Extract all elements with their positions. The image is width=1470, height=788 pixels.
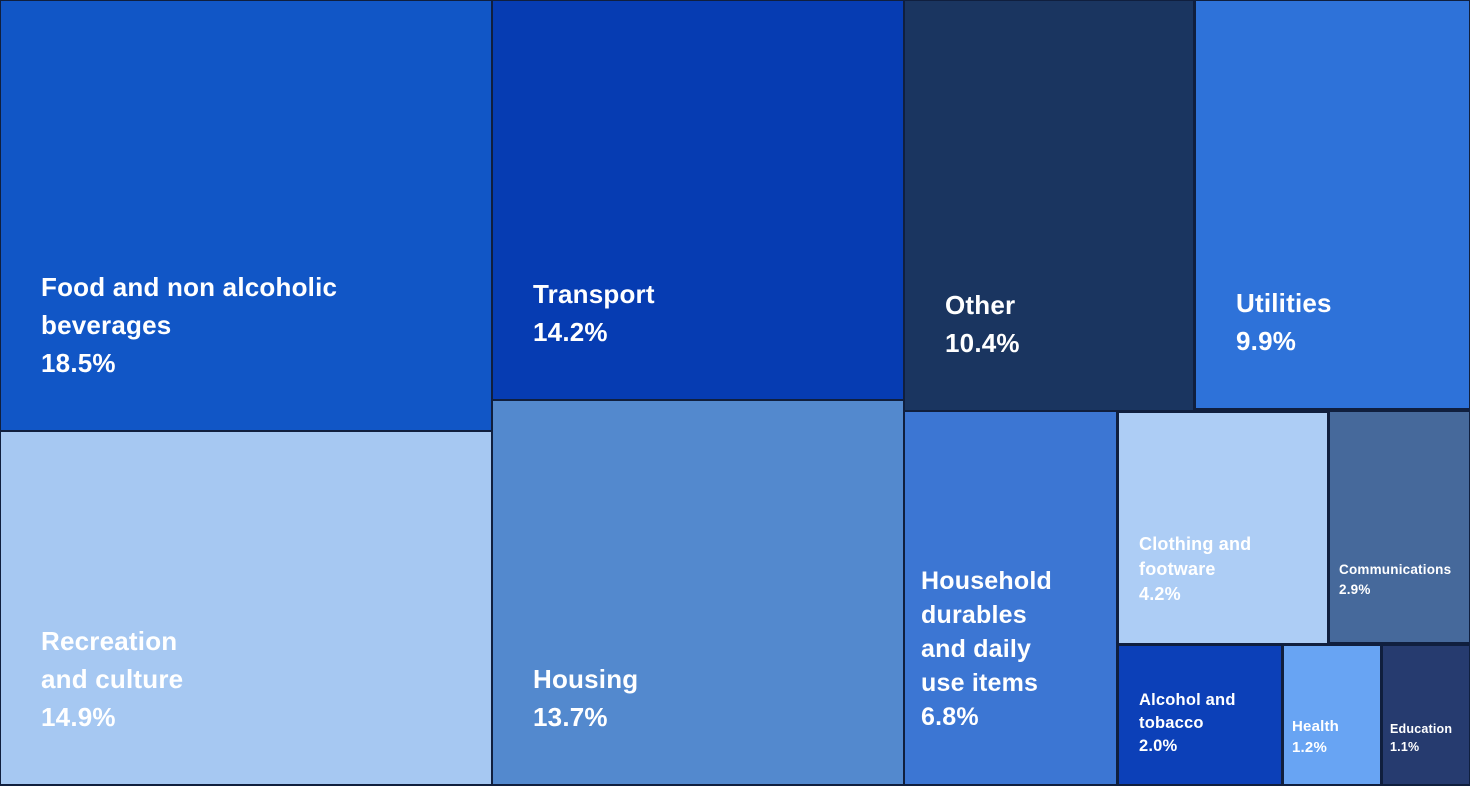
cell-label: Health 1.2% bbox=[1292, 716, 1339, 758]
cell-label-line: Housing bbox=[533, 664, 639, 694]
cell-label-line: Other bbox=[945, 290, 1016, 320]
treemap-cell-food-and-non-alcoholic-beverages[interactable]: Food and non alcoholic beverages 18.5% bbox=[1, 1, 491, 430]
cell-label-line: Food and non alcoholic bbox=[41, 272, 338, 302]
cell-value: 9.9% bbox=[1236, 326, 1297, 356]
cell-label: Utilities 9.9% bbox=[1236, 284, 1332, 360]
cell-label-line: beverages bbox=[41, 310, 172, 340]
cell-label: Transport 14.2% bbox=[533, 275, 655, 351]
treemap-cell-communications[interactable]: Communications 2.9% bbox=[1330, 412, 1469, 642]
cell-label-line: Communications bbox=[1339, 562, 1452, 577]
cell-label-line: tobacco bbox=[1139, 714, 1204, 732]
treemap-cell-transport[interactable]: Transport 14.2% bbox=[493, 1, 903, 399]
treemap-cell-recreation-and-culture[interactable]: Recreation and culture 14.9% bbox=[1, 432, 491, 784]
cell-label-line: Utilities bbox=[1236, 288, 1332, 318]
cell-value: 2.9% bbox=[1339, 582, 1371, 597]
cell-value: 13.7% bbox=[533, 702, 608, 732]
cell-value: 1.1% bbox=[1390, 740, 1420, 754]
treemap-cell-health[interactable]: Health 1.2% bbox=[1284, 646, 1380, 784]
treemap-cell-utilities[interactable]: Utilities 9.9% bbox=[1196, 1, 1469, 408]
cell-label-line: Household bbox=[921, 567, 1052, 595]
treemap-cell-clothing-and-footware[interactable]: Clothing and footware 4.2% bbox=[1119, 413, 1327, 643]
cell-label: Food and non alcoholic beverages 18.5% bbox=[41, 268, 337, 382]
treemap-cell-housing[interactable]: Housing 13.7% bbox=[493, 401, 903, 784]
cell-label: Household durables and daily use items 6.8% bbox=[921, 564, 1052, 734]
cell-label: Recreation and culture 14.9% bbox=[41, 622, 183, 736]
cell-label-line: use items bbox=[921, 669, 1039, 697]
cell-label-line: Clothing and bbox=[1139, 534, 1252, 554]
cell-label-line: durables bbox=[921, 601, 1027, 629]
cell-value: 10.4% bbox=[945, 328, 1020, 358]
cell-label-line: Education bbox=[1390, 722, 1453, 736]
treemap-cell-other[interactable]: Other 10.4% bbox=[905, 1, 1193, 410]
cell-value: 14.9% bbox=[41, 702, 116, 732]
treemap-cell-household-durables-and-daily-use-items[interactable]: Household durables and daily use items 6.8% bbox=[905, 412, 1116, 784]
cell-label: Communications 2.9% bbox=[1339, 560, 1451, 600]
cell-value: 1.2% bbox=[1292, 739, 1327, 756]
treemap-cell-education[interactable]: Education 1.1% bbox=[1383, 646, 1469, 784]
cell-value: 4.2% bbox=[1139, 584, 1181, 604]
cell-label-line: Transport bbox=[533, 279, 655, 309]
cell-value: 14.2% bbox=[533, 317, 608, 347]
cell-label-line: Alcohol and bbox=[1139, 691, 1236, 709]
cell-label: Clothing and footware 4.2% bbox=[1139, 532, 1251, 607]
cell-label-line: Health bbox=[1292, 718, 1340, 735]
cell-value: 18.5% bbox=[41, 348, 116, 378]
cell-label: Education 1.1% bbox=[1390, 720, 1452, 756]
cell-label-line: and culture bbox=[41, 664, 184, 694]
cell-label-line: Recreation bbox=[41, 626, 178, 656]
cell-label: Other 10.4% bbox=[945, 286, 1020, 362]
cell-label-line: footware bbox=[1139, 559, 1216, 579]
cell-label-line: and daily bbox=[921, 635, 1032, 663]
cell-label: Housing 13.7% bbox=[533, 660, 638, 736]
cell-value: 2.0% bbox=[1139, 737, 1178, 755]
treemap-cell-alcohol-and-tobacco[interactable]: Alcohol and tobacco 2.0% bbox=[1119, 646, 1281, 784]
cell-label: Alcohol and tobacco 2.0% bbox=[1139, 689, 1236, 758]
cell-value: 6.8% bbox=[921, 703, 979, 731]
